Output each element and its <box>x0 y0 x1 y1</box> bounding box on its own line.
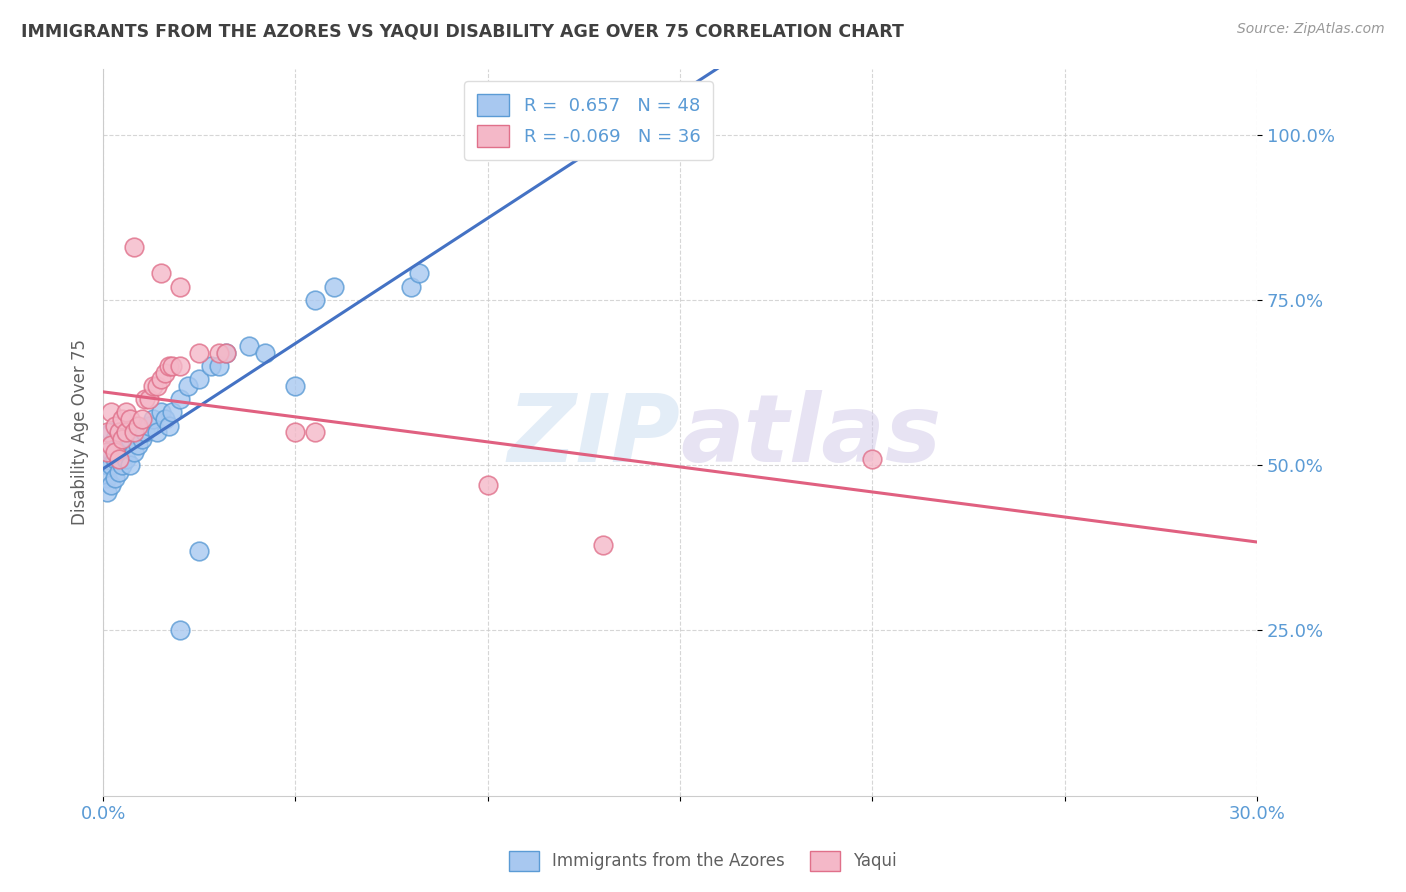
Point <box>162 405 184 419</box>
Point <box>149 372 172 386</box>
Point <box>127 418 149 433</box>
Point <box>118 458 141 473</box>
Text: IMMIGRANTS FROM THE AZORES VS YAQUI DISABILITY AGE OVER 75 CORRELATION CHART: IMMIGRANTS FROM THE AZORES VS YAQUI DISA… <box>21 22 904 40</box>
Point <box>115 405 138 419</box>
Point <box>153 412 176 426</box>
Point <box>146 425 169 439</box>
Point <box>131 432 153 446</box>
Point <box>122 418 145 433</box>
Point <box>104 432 127 446</box>
Point <box>122 425 145 439</box>
Point <box>169 359 191 373</box>
Point <box>284 425 307 439</box>
Point <box>138 392 160 406</box>
Point <box>104 451 127 466</box>
Point <box>134 425 156 439</box>
Point <box>127 438 149 452</box>
Point <box>100 425 122 439</box>
Point <box>169 624 191 638</box>
Y-axis label: Disability Age Over 75: Disability Age Over 75 <box>72 339 89 525</box>
Point <box>96 458 118 473</box>
Point <box>169 392 191 406</box>
Point <box>107 445 129 459</box>
Point <box>104 471 127 485</box>
Point <box>134 392 156 406</box>
Point <box>162 359 184 373</box>
Point <box>200 359 222 373</box>
Point <box>304 293 326 307</box>
Point <box>131 412 153 426</box>
Point <box>284 379 307 393</box>
Point <box>177 379 200 393</box>
Point <box>157 359 180 373</box>
Point <box>100 458 122 473</box>
Point <box>142 412 165 426</box>
Point <box>149 405 172 419</box>
Point <box>592 128 614 142</box>
Point <box>111 432 134 446</box>
Point <box>304 425 326 439</box>
Point <box>238 339 260 353</box>
Point <box>169 279 191 293</box>
Legend: Immigrants from the Azores, Yaqui: Immigrants from the Azores, Yaqui <box>501 842 905 880</box>
Point <box>115 425 138 439</box>
Point <box>592 537 614 551</box>
Point <box>107 425 129 439</box>
Point <box>118 412 141 426</box>
Point <box>96 471 118 485</box>
Point <box>100 445 122 459</box>
Point <box>207 359 229 373</box>
Point <box>322 279 344 293</box>
Point <box>215 346 238 360</box>
Point <box>153 366 176 380</box>
Point <box>96 445 118 459</box>
Point <box>122 240 145 254</box>
Point <box>157 418 180 433</box>
Point <box>111 458 134 473</box>
Legend: R =  0.657   N = 48, R = -0.069   N = 36: R = 0.657 N = 48, R = -0.069 N = 36 <box>464 81 713 160</box>
Point <box>149 267 172 281</box>
Point <box>107 451 129 466</box>
Point <box>477 478 499 492</box>
Point <box>399 279 422 293</box>
Point <box>107 465 129 479</box>
Point <box>115 451 138 466</box>
Text: ZIP: ZIP <box>508 390 681 482</box>
Point <box>138 418 160 433</box>
Point <box>188 346 211 360</box>
Point <box>146 379 169 393</box>
Point <box>96 445 118 459</box>
Point <box>253 346 276 360</box>
Point <box>104 445 127 459</box>
Point <box>100 405 122 419</box>
Point <box>111 438 134 452</box>
Point <box>215 346 238 360</box>
Point <box>115 425 138 439</box>
Point <box>104 418 127 433</box>
Point <box>96 484 118 499</box>
Point <box>188 544 211 558</box>
Point <box>860 451 883 466</box>
Point <box>408 267 430 281</box>
Point <box>188 372 211 386</box>
Point <box>111 412 134 426</box>
Point <box>96 425 118 439</box>
Text: atlas: atlas <box>681 390 942 482</box>
Text: Source: ZipAtlas.com: Source: ZipAtlas.com <box>1237 22 1385 37</box>
Point <box>100 438 122 452</box>
Point <box>107 425 129 439</box>
Point <box>207 346 229 360</box>
Point <box>100 478 122 492</box>
Point <box>118 432 141 446</box>
Point <box>122 445 145 459</box>
Point <box>142 379 165 393</box>
